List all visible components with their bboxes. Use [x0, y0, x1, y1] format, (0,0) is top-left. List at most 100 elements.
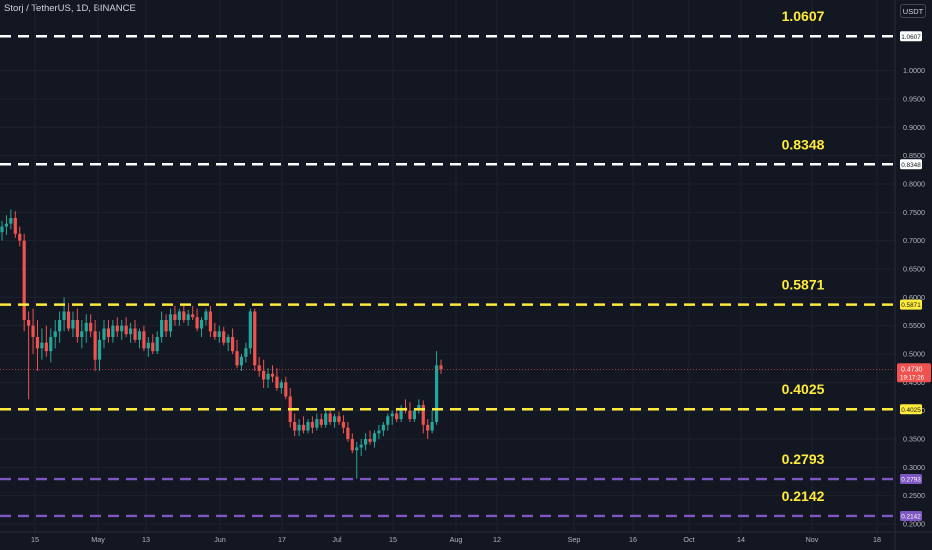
level-axis-tag — [900, 299, 922, 310]
last-price-tag — [897, 363, 931, 383]
candle-body — [439, 365, 443, 370]
candle-body — [377, 430, 381, 434]
candle-body — [97, 339, 102, 360]
price-tick-label: 0.3000 — [903, 463, 925, 472]
candle-body — [364, 438, 368, 445]
candle-body — [58, 319, 62, 332]
level-axis-tag — [900, 159, 922, 170]
time-axis: 15 May 13 Jun 17 Jul 15 Aug 12 Sep 16 Oct 14 Nov 18 — [0, 531, 932, 544]
candle-body — [49, 336, 53, 352]
level-axis-label: 1.0607 — [901, 34, 921, 41]
candle-body — [66, 311, 71, 329]
price-tick-label: 0.9500 — [903, 94, 925, 103]
time-tick-label: 15 — [31, 535, 39, 544]
level-axis-label: 0.4025 — [901, 407, 921, 414]
price-tick-label: 0.2000 — [903, 520, 925, 529]
level-label-0.2793: 0.2793 — [782, 451, 825, 467]
level-label-0.2142: 0.2142 — [782, 488, 825, 504]
level-label-0.4025: 0.4025 — [782, 381, 825, 397]
candle-body — [75, 319, 79, 337]
level-label-0.5871: 0.5871 — [782, 277, 825, 293]
candles — [0, 209, 443, 479]
candle-body — [359, 444, 363, 448]
candle-body — [142, 331, 146, 349]
level-label-0.8348: 0.8348 — [782, 136, 825, 152]
grid — [0, 0, 895, 532]
price-tick-label: 0.6500 — [903, 264, 925, 273]
price-tick-label: 0.3500 — [903, 434, 925, 443]
candle-body — [137, 331, 142, 340]
price-tick-label: 1.0000 — [903, 66, 925, 75]
currency-button[interactable]: USDT — [900, 4, 926, 18]
last-price-countdown: 19:17:26 — [900, 374, 925, 381]
candle-body — [27, 319, 31, 326]
candle-body — [412, 410, 416, 420]
candle-body — [0, 226, 4, 233]
candle-body — [350, 438, 354, 451]
candle-body — [173, 314, 177, 320]
time-tick-label: 14 — [737, 535, 745, 544]
candle-body — [266, 373, 270, 380]
candle-body — [115, 325, 119, 332]
candle-body — [4, 223, 9, 227]
level-axis-label: 0.2793 — [901, 477, 921, 484]
candle-body — [208, 311, 213, 332]
candle-body — [421, 404, 425, 425]
candle-body — [182, 311, 186, 320]
candle-body — [386, 416, 390, 425]
candle-body — [293, 421, 297, 431]
candle-body — [408, 410, 412, 420]
candle-body — [434, 365, 439, 422]
candle-body — [341, 421, 346, 428]
candle-body — [204, 311, 208, 320]
candle-body — [306, 421, 310, 431]
candle-body — [195, 317, 199, 329]
price-tick-label: 0.4500 — [903, 378, 925, 387]
candle-body — [133, 328, 137, 340]
candle-body — [355, 447, 359, 451]
candle-body — [40, 342, 44, 349]
candle-body — [31, 325, 35, 337]
price-tick-label: 0.5500 — [903, 321, 925, 330]
time-tick-label: Nov — [806, 535, 819, 544]
candle-body — [199, 319, 204, 329]
level-lines: 1.0607 0.8348 0.5871 0.4025 0.2793 0.2142 — [0, 8, 895, 518]
time-tick-label: 13 — [142, 535, 150, 544]
candle-body — [284, 382, 288, 397]
candle-body — [315, 419, 319, 428]
candle-body — [253, 311, 257, 366]
candle-body — [71, 319, 75, 329]
candle-body — [151, 342, 155, 352]
candle-body — [372, 433, 377, 442]
price-tick-label: 0.8000 — [903, 179, 925, 188]
time-tick-label: 16 — [629, 535, 637, 544]
candle-body — [177, 311, 181, 320]
level-axis-tag — [900, 510, 922, 521]
level-axis-label: 0.5871 — [901, 302, 921, 309]
time-tick-label: 12 — [493, 535, 501, 544]
level-axis-label: 0.8348 — [901, 162, 921, 169]
candle-body — [155, 336, 159, 352]
time-tick-label: 17 — [278, 535, 286, 544]
price-tick-label: 0.7500 — [903, 208, 925, 217]
time-tick-label: Oct — [683, 535, 694, 544]
candle-body — [235, 351, 239, 366]
price-tick-label: 0.2500 — [903, 491, 925, 500]
candle-body — [395, 413, 399, 420]
candle-body — [399, 407, 403, 420]
candle-body — [279, 382, 283, 388]
price-tick-label: 0.7000 — [903, 236, 925, 245]
candle-body — [22, 240, 26, 320]
candle-body — [53, 331, 57, 337]
candle-body — [62, 311, 66, 320]
candle-body — [301, 424, 306, 431]
time-tick-label: Jul — [332, 535, 342, 544]
level-label-1.0607: 1.0607 — [782, 8, 825, 24]
time-tick-label: 15 — [389, 535, 397, 544]
level-axis-tag — [900, 474, 922, 485]
candle-body — [346, 427, 350, 439]
candle-body — [9, 217, 13, 224]
chart-symbol-title: Storj / TetherUS, 1D, BINANCE — [4, 3, 136, 14]
candle-body — [120, 325, 124, 332]
